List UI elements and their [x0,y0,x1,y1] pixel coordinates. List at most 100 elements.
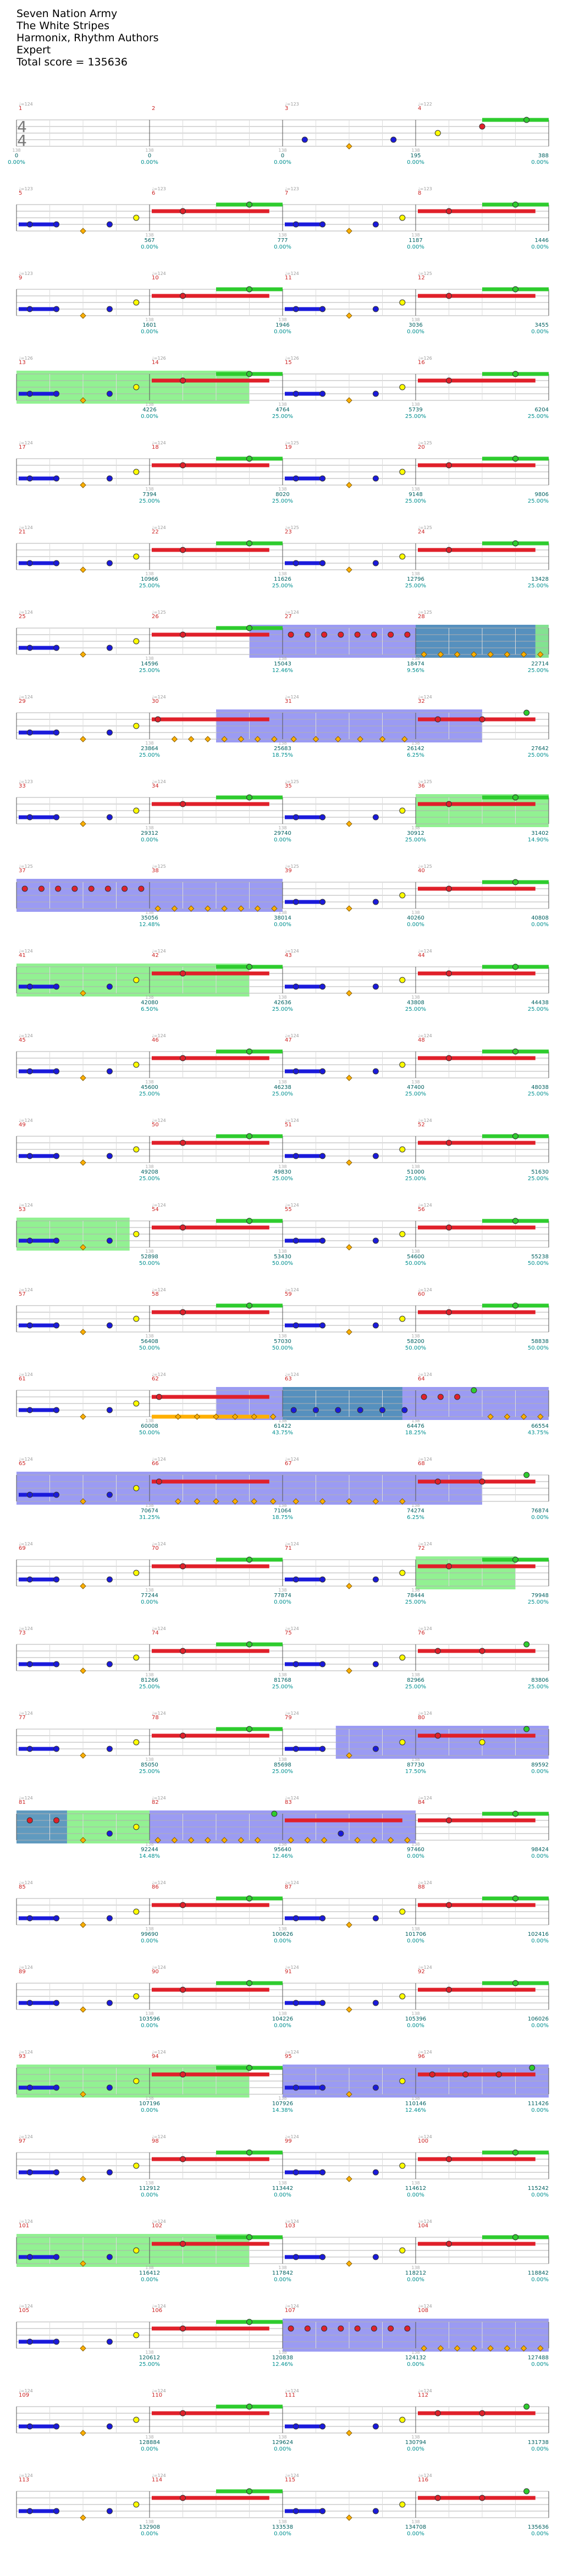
measure-number: 26 [152,614,159,620]
orange-note [346,1752,352,1759]
measure-percent: 0.00% [141,2531,158,2537]
blue-note [372,1576,379,1583]
orange-note [421,651,427,658]
row-end-score: 79948 [531,1593,549,1599]
orange-note [379,736,386,742]
beat-count: 138 [411,1757,420,1762]
measure-number: 18 [152,444,159,450]
red-note [338,2325,344,2332]
row-end-score: 40808 [531,915,549,921]
measure-number: 67 [285,1461,292,1467]
measure-score: 81768 [274,1677,291,1683]
red-note [53,1817,60,1824]
measure-score: 12796 [407,576,424,582]
green-note [471,1387,477,1394]
red-note [446,1055,452,1061]
beat-count: 138 [278,2181,286,2186]
blue-note [292,2423,299,2430]
orange-note [205,905,211,912]
yellow-note [434,130,441,136]
tempo-marker: ♩=124 [418,1372,432,1377]
measure-score: 18474 [407,661,424,667]
tempo-marker: ♩=125 [418,779,432,784]
measure-score: 107196 [139,2101,160,2107]
tempo-marker: ♩=124 [418,1880,432,1885]
green-note [246,286,252,293]
red-note [180,2071,186,2078]
measure-score: 120612 [139,2355,160,2361]
beat-count: 138 [411,825,420,830]
measure-percent: 17.50% [405,1769,426,1775]
row-end-percent: 0.00% [531,2531,549,2537]
orange-note [487,1413,494,1420]
tempo-marker: ♩=125 [285,441,299,445]
orange-note [187,1837,195,1843]
orange-note [254,1837,261,1843]
measure-percent: 18.75% [272,1515,293,1521]
measure-score: 70674 [141,1508,158,1514]
measure-number: 22 [152,529,159,535]
orange-note [372,1498,379,1505]
measure-number: 57 [19,1291,26,1297]
blue-note [106,560,113,566]
blue-note [53,814,60,821]
measure-score: 113442 [272,2186,293,2192]
measure-number: 85 [19,1884,26,1890]
red-note [38,885,45,892]
orange-note [254,905,261,912]
measure-score: 35056 [141,915,158,921]
measure-score: 777 [277,238,288,244]
blue-note [319,983,326,990]
beat-count: 138 [145,2435,153,2440]
green-note [246,1895,252,1902]
tempo-marker: ♩=124 [152,1711,166,1716]
red-note [180,1224,186,1231]
measure-number: 4 [418,106,421,112]
yellow-note [133,384,140,390]
measure-number: 100 [418,2138,428,2144]
blue-note [292,1661,299,1667]
total-score-line: Total score = 135636 [16,56,346,68]
orange-note [520,651,527,658]
red-note [479,2410,485,2417]
blue-note [26,1068,33,1075]
yellow-note [133,1061,140,1068]
overdrive-region [216,709,482,742]
green-note [246,794,252,801]
measure-percent: 0.00% [141,2023,158,2029]
measure-percent: 25.00% [272,1006,293,1012]
beat-count: 138 [411,487,420,492]
measure-number: 31 [285,698,292,704]
blue-note [319,2508,326,2514]
tempo-marker: ♩=124 [285,1796,299,1801]
measure-percent: 0.00% [407,329,424,335]
green-note [246,1218,252,1224]
overlap-region [416,625,536,658]
yellow-note [133,2332,140,2338]
blue-note [106,1746,113,1752]
yellow-note [133,807,140,814]
measure-percent: 0.00% [141,837,158,843]
beat-count: 138 [145,2265,153,2270]
overdrive-region [283,2065,549,2098]
red-note [180,547,186,553]
beat-count: 138 [145,1418,153,1423]
blue-note [26,475,33,482]
tempo-marker: ♩=124 [285,2388,299,2393]
beat-count: 138 [278,1080,286,1085]
measure-number: 42 [152,953,159,959]
overdrive-region [216,1387,549,1420]
row-end-percent: 25.00% [528,1176,549,1182]
blue-note [106,475,113,482]
beat-count: 138 [411,1503,420,1508]
blue-note [372,2423,379,2430]
beat-count: 138 [278,995,286,1000]
star-power-region [67,1810,150,1843]
red-note [446,1224,452,1231]
red-note [434,716,441,723]
blue-note [372,1322,379,1329]
orange-note [346,2006,352,2013]
measure-percent: 25.00% [139,2362,160,2368]
green-note [246,1726,252,1732]
orange-note [80,1075,86,1081]
